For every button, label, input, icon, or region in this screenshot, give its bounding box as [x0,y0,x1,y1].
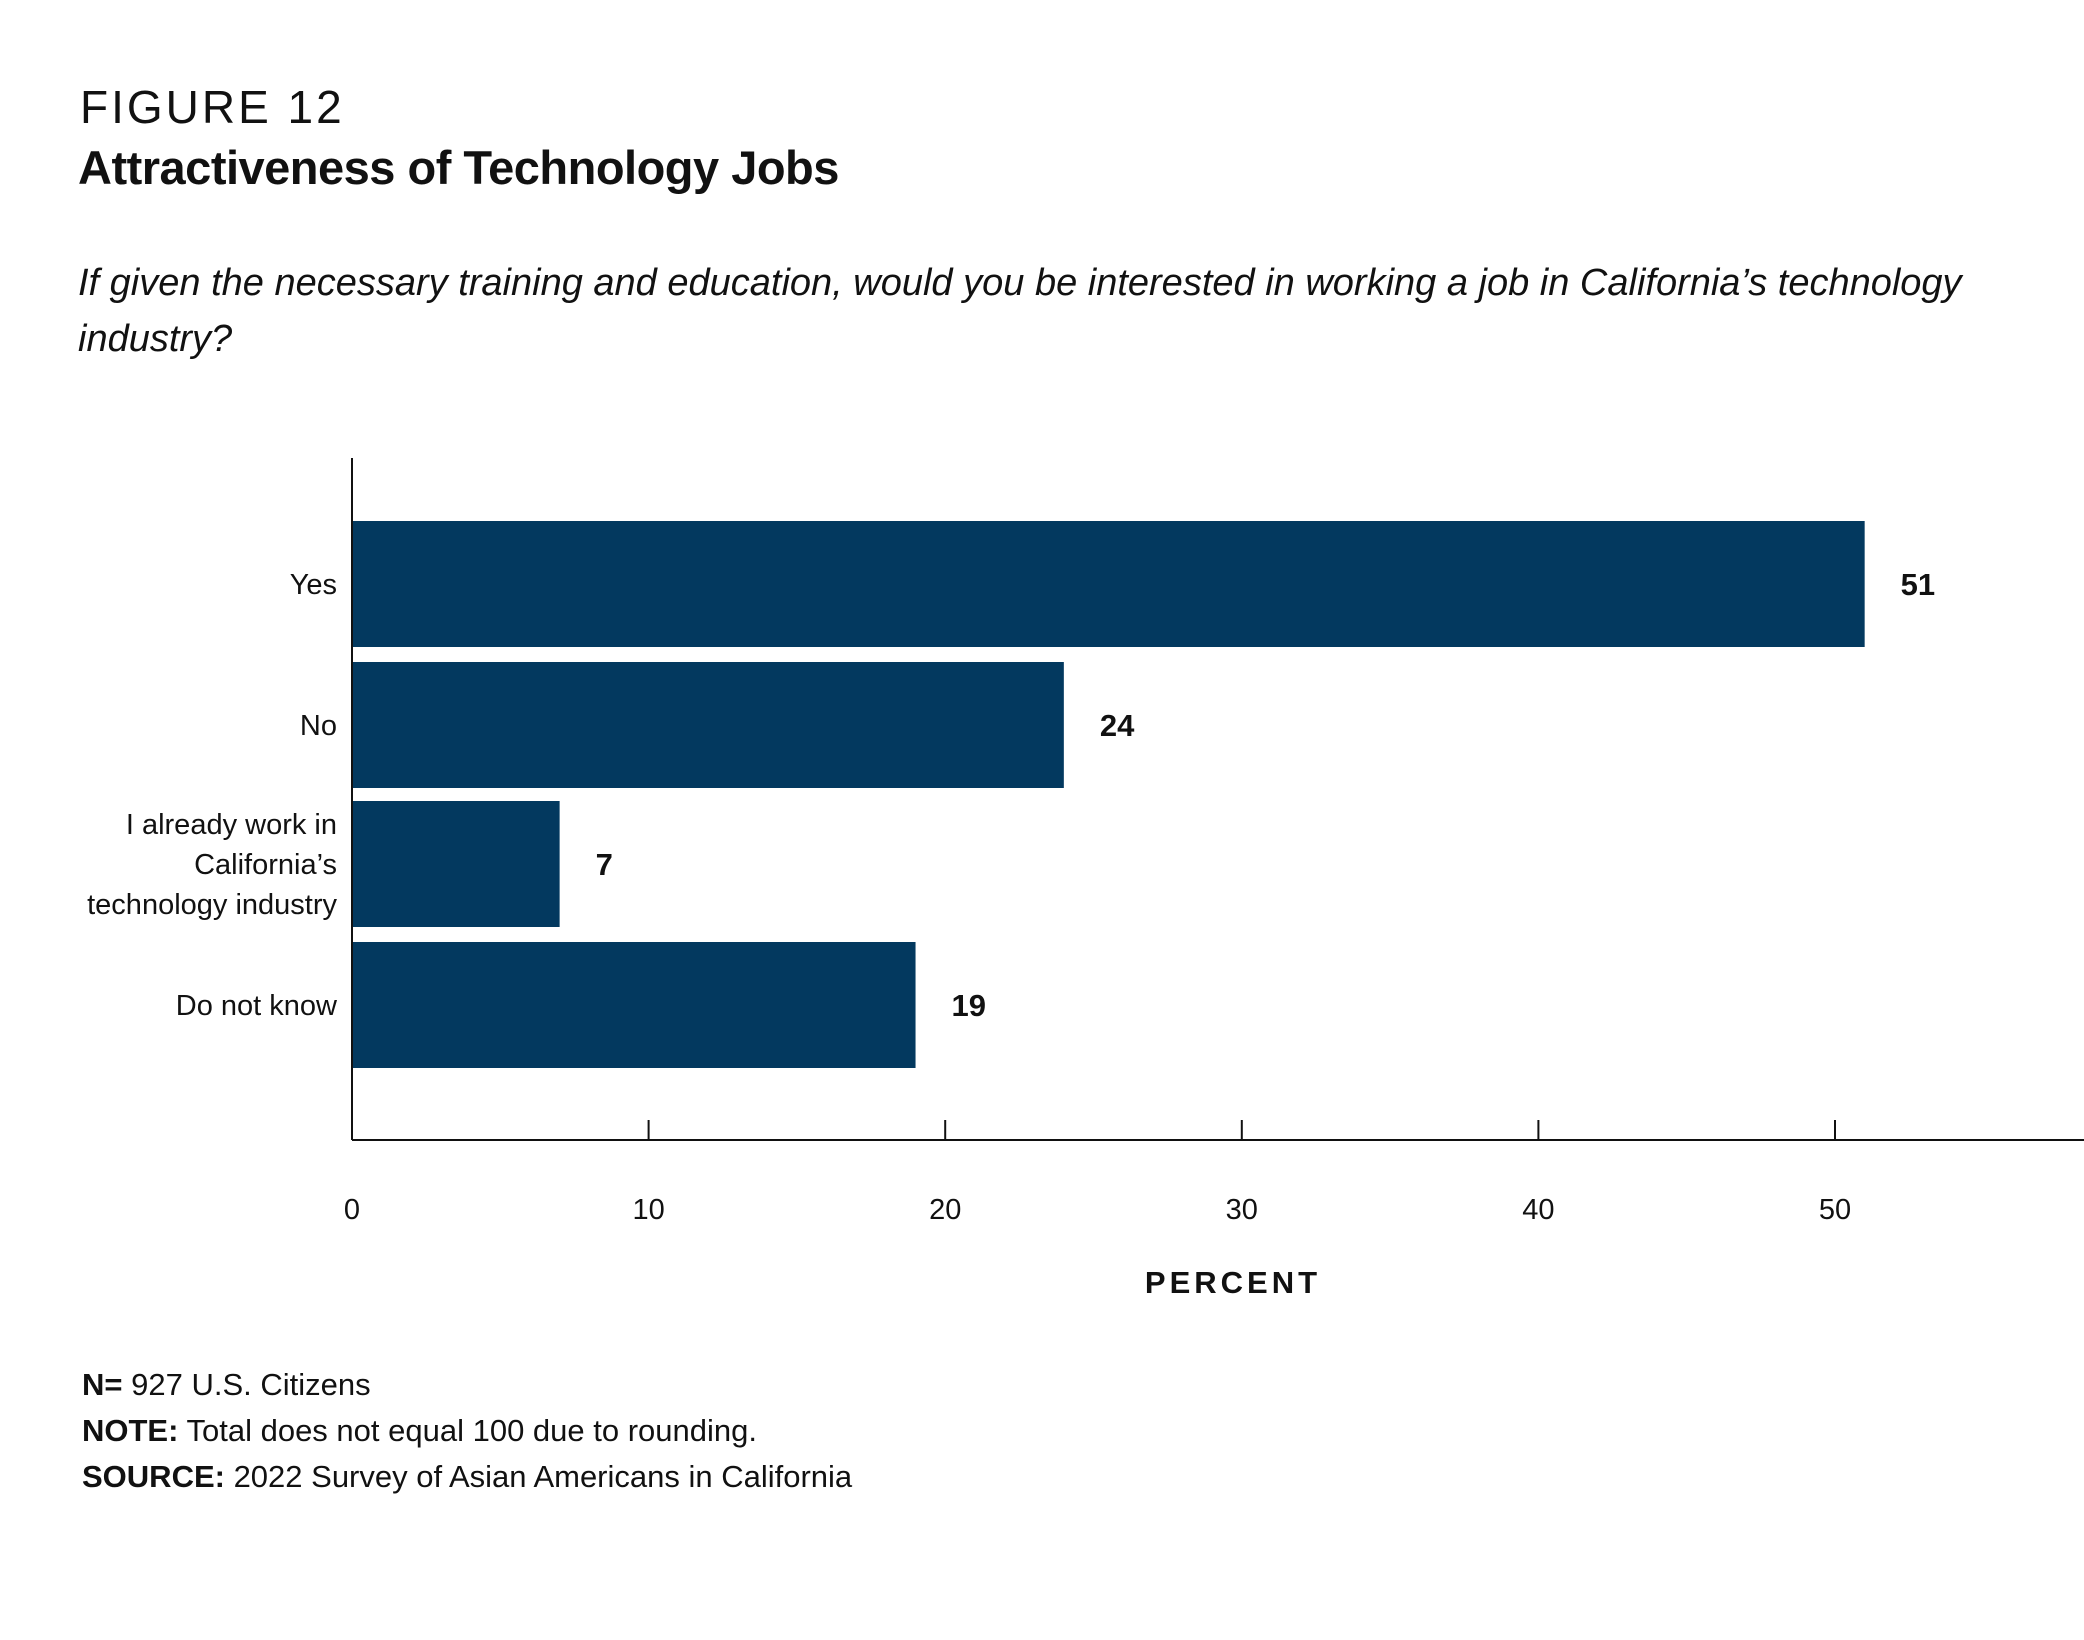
source-text: 2022 Survey of Asian Americans in Califo… [224,1459,853,1494]
value-label-3: 19 [952,988,986,1023]
bar-2 [352,801,560,927]
x-tick-label-40: 40 [1522,1194,1554,1226]
sample-size-note: N= 927 U.S. Citizens [82,1362,852,1408]
note: NOTE: Total does not equal 100 due to ro… [82,1408,852,1454]
source-note: SOURCE: 2022 Survey of Asian Americans i… [82,1454,852,1500]
value-label-0: 51 [1901,567,1935,602]
chart-footer: N= 927 U.S. Citizens NOTE: Total does no… [82,1362,852,1500]
bar-1 [352,662,1064,788]
x-tick-label-10: 10 [632,1194,664,1226]
n-text: 927 U.S. Citizens [122,1367,371,1402]
chart-title: Attractiveness of Technology Jobs [78,141,839,194]
x-tick-label-50: 50 [1819,1194,1851,1226]
chart-subtitle: If given the necessary training and educ… [78,262,1962,360]
x-tick-label-30: 30 [1226,1194,1258,1226]
category-label-0: Yes [290,569,337,601]
category-label-1: No [300,710,337,742]
value-label-1: 24 [1100,708,1135,743]
category-label-2: technology industry [87,889,337,921]
figure-label: FIGURE 12 [80,81,345,133]
x-tick-label-0: 0 [344,1194,360,1226]
x-tick-label-20: 20 [929,1194,961,1226]
n-label: N= [82,1367,123,1402]
source-label: SOURCE: [82,1459,225,1494]
value-label-2: 7 [596,847,613,882]
note-label: NOTE: [82,1413,179,1448]
bar-0 [352,521,1865,647]
note-text: Total does not equal 100 due to rounding… [178,1413,757,1448]
category-label-2: California’s [194,849,337,881]
category-label-2: I already work in [126,809,337,841]
x-axis-title: PERCENT [1145,1265,1321,1300]
bar-chart: 51 Yes 24 No 7 I already work in California’s t… [87,458,2084,1300]
category-label-3: Do not know [176,990,338,1022]
bar-3 [352,942,916,1068]
